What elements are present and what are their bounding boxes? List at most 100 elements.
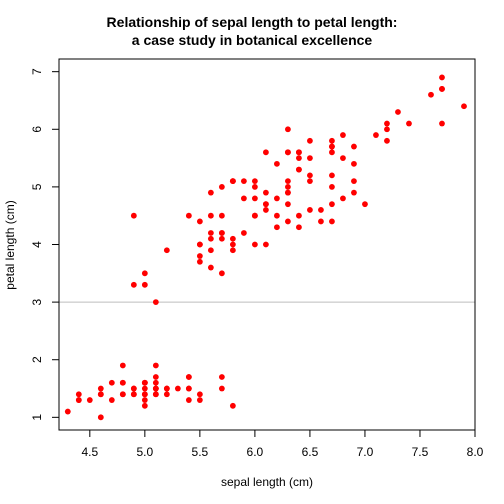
data-point [229, 402, 236, 409]
data-point [86, 397, 93, 403]
data-point [251, 195, 258, 202]
data-point [141, 281, 148, 288]
data-point [307, 172, 313, 179]
data-point [351, 189, 357, 196]
data-point [152, 374, 159, 380]
data-point [163, 391, 170, 398]
data-point [296, 166, 302, 173]
data-point [263, 189, 269, 196]
data-point [207, 235, 214, 242]
data-point [218, 374, 225, 380]
data-point [384, 126, 390, 133]
data-point [329, 143, 335, 150]
data-point [296, 149, 302, 156]
y-tick-label: 3 [30, 298, 44, 305]
data-point [285, 178, 291, 185]
data-point [196, 258, 203, 265]
x-tick-label: 5.0 [136, 445, 153, 459]
x-tick-label: 7.0 [357, 445, 374, 459]
chart-title-line-2: a case study in botanical excellence [132, 32, 373, 48]
data-point [285, 126, 291, 133]
data-point [141, 391, 148, 398]
data-point [174, 385, 181, 392]
data-point [207, 264, 214, 271]
data-point [152, 385, 159, 392]
data-point [196, 241, 203, 248]
data-point [75, 391, 82, 398]
data-point [362, 201, 368, 208]
data-point [439, 74, 445, 81]
data-point [119, 362, 126, 369]
data-point [141, 402, 148, 409]
data-point [64, 408, 71, 415]
data-point [185, 374, 192, 380]
data-point [141, 385, 148, 392]
data-point [307, 137, 313, 144]
x-axis: 4.5 5.0 5.5 6.0 6.5 7.0 7.5 8.0 [81, 430, 484, 459]
data-point [130, 391, 137, 398]
data-point [340, 195, 346, 202]
data-point [285, 189, 291, 196]
data-point [351, 143, 357, 150]
data-point [163, 247, 170, 254]
data-point [108, 397, 115, 403]
data-point [207, 247, 214, 254]
data-point [351, 178, 357, 185]
data-point [141, 397, 148, 403]
data-point [207, 189, 214, 196]
x-tick-label: 6.5 [302, 445, 319, 459]
data-point [218, 230, 225, 236]
data-point [274, 212, 280, 219]
data-point [152, 362, 159, 369]
chart-title-line-1: Relationship of sepal length to petal le… [107, 14, 398, 30]
data-point [340, 155, 346, 161]
x-axis-label: sepal length (cm) [221, 475, 313, 489]
data-point [263, 241, 269, 248]
y-tick-label: 1 [30, 414, 44, 421]
y-axis-label: petal length (cm) [3, 200, 17, 289]
data-point [251, 241, 258, 248]
data-point [329, 137, 335, 144]
data-point [218, 212, 225, 219]
data-point [240, 178, 247, 185]
data-point [263, 201, 269, 208]
data-point [229, 241, 236, 248]
data-point [119, 379, 126, 386]
data-point [406, 120, 412, 127]
data-point [130, 385, 137, 392]
data-point [329, 183, 335, 190]
data-point [196, 218, 203, 225]
data-point [229, 247, 236, 254]
data-point [285, 149, 291, 156]
data-point [75, 397, 82, 403]
data-point [119, 391, 126, 398]
data-point [141, 379, 148, 386]
y-tick-label: 2 [30, 356, 44, 363]
data-point [263, 207, 269, 213]
data-point [185, 385, 192, 392]
data-point [218, 385, 225, 392]
x-tick-label: 4.5 [81, 445, 98, 459]
data-point [384, 120, 390, 127]
y-tick-label: 6 [30, 126, 44, 133]
data-point [185, 397, 192, 403]
data-point [351, 160, 357, 167]
data-point [428, 91, 434, 98]
data-point [285, 201, 291, 208]
data-point [97, 385, 104, 392]
data-point [307, 178, 313, 185]
data-point [329, 218, 335, 225]
data-point [274, 195, 280, 202]
x-tick-label: 5.5 [192, 445, 209, 459]
data-point [196, 253, 203, 259]
data-point [263, 149, 269, 156]
data-point [318, 218, 324, 225]
data-point [439, 86, 445, 92]
data-point [395, 109, 401, 115]
data-points-layer [64, 74, 467, 421]
data-point [196, 391, 203, 398]
data-point [218, 183, 225, 190]
data-point [218, 270, 225, 277]
data-point [296, 224, 302, 231]
